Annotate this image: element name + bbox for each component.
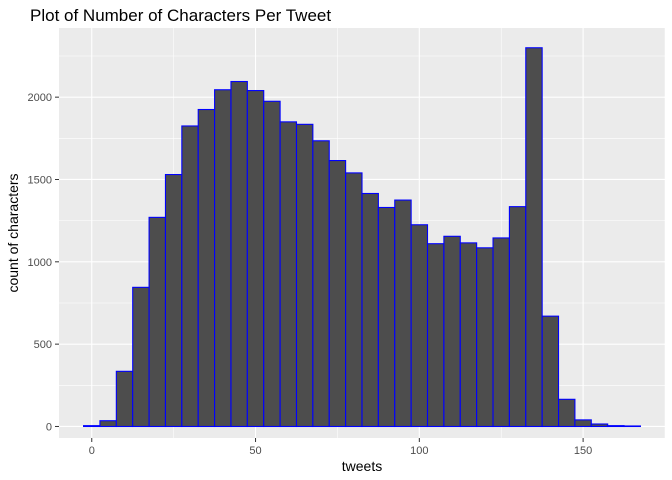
histogram-bar: [246, 90, 265, 428]
histogram-bar: [263, 100, 281, 428]
x-axis-title: tweets: [342, 458, 382, 474]
histogram-bar: [394, 199, 412, 428]
histogram-bar: [443, 235, 461, 428]
histogram-bar: [623, 425, 641, 428]
histogram-bar: [492, 237, 510, 428]
y-tick-label: 500: [34, 339, 52, 351]
histogram-bar: [377, 206, 396, 428]
histogram-bars: [83, 47, 641, 428]
histogram-bar: [557, 398, 576, 428]
x-tick-label: 150: [574, 445, 592, 457]
y-tick-label: 1000: [28, 257, 52, 269]
histogram-bar: [574, 419, 592, 428]
y-tick-label: 2000: [28, 92, 52, 104]
histogram-bar: [476, 247, 494, 428]
histogram-bar: [214, 89, 232, 428]
histogram-bar: [590, 423, 609, 428]
histogram-bar: [541, 315, 560, 428]
chart-title: Plot of Number of Characters Per Tweet: [30, 6, 331, 25]
histogram-bar: [312, 140, 330, 428]
histogram-bar: [230, 80, 248, 428]
histogram-bar: [295, 123, 314, 428]
histogram-bar: [426, 243, 445, 428]
x-tick-label: 100: [410, 445, 428, 457]
histogram-bar: [164, 173, 183, 428]
histogram-bar: [525, 47, 543, 428]
histogram-bar: [132, 286, 150, 428]
histogram-bar: [328, 160, 347, 428]
histogram-bar: [607, 425, 625, 428]
histogram-bar: [197, 108, 216, 428]
histogram-bar: [279, 121, 298, 428]
histogram-bar: [410, 224, 429, 428]
histogram-bar: [345, 172, 363, 428]
histogram-bar: [83, 425, 101, 428]
histogram-bar: [148, 216, 167, 428]
histogram-bar: [459, 242, 478, 428]
y-tick-label: 1500: [28, 174, 52, 186]
x-tick-label: 50: [249, 445, 261, 457]
histogram-bar: [361, 192, 379, 428]
y-tick-label: 0: [46, 421, 52, 433]
histogram-bar: [181, 125, 199, 428]
x-tick-label: 0: [89, 445, 95, 457]
histogram-bar: [115, 370, 134, 428]
y-axis-title: count of characters: [5, 173, 21, 292]
histogram-bar: [99, 420, 117, 428]
histogram-bar: [508, 206, 527, 428]
